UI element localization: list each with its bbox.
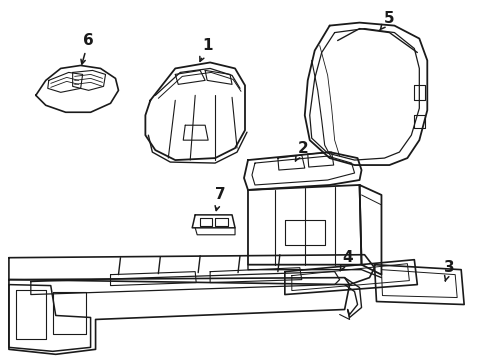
Text: 7: 7 bbox=[214, 188, 225, 211]
Text: 2: 2 bbox=[295, 141, 307, 161]
Text: 5: 5 bbox=[379, 11, 394, 31]
Text: 1: 1 bbox=[200, 38, 212, 61]
Text: 3: 3 bbox=[443, 260, 453, 281]
Text: 4: 4 bbox=[340, 250, 352, 271]
Text: 6: 6 bbox=[81, 33, 94, 64]
